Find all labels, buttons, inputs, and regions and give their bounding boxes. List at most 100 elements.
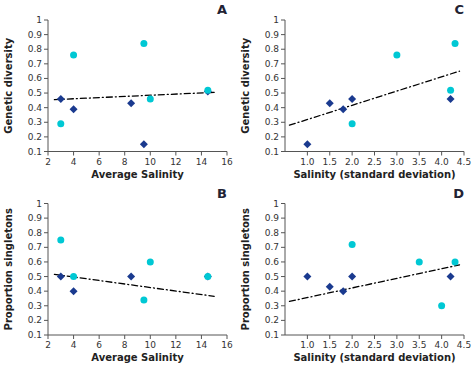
y-tick-label: 0.1 [265, 147, 279, 157]
x-tick-label: 4.5 [457, 340, 471, 350]
x-tick-label: 1.5 [323, 340, 337, 350]
x-tick [419, 152, 420, 156]
x-tick-label: 6 [96, 340, 102, 350]
circle-point [57, 120, 64, 127]
y-tick-label: 0.4 [265, 103, 280, 113]
diamond-point [57, 95, 65, 103]
y-axis-label: Proportion singletons [240, 208, 251, 330]
x-tick-label: 16 [221, 157, 233, 167]
y-tick [281, 20, 285, 21]
y-tick [281, 34, 285, 35]
y-tick [44, 218, 48, 219]
panel-label: A [217, 2, 227, 17]
x-tick [227, 335, 228, 339]
circle-point [438, 302, 445, 309]
y-tick [281, 122, 285, 123]
circle-point [204, 273, 211, 280]
x-tick-label: 2.5 [367, 157, 381, 167]
x-tick [201, 335, 202, 339]
x-tick [374, 152, 375, 156]
plot-area [289, 241, 459, 309]
y-tick [44, 335, 48, 336]
x-tick-label: 8 [122, 157, 128, 167]
y-tick [44, 78, 48, 79]
x-tick-label: 3.0 [390, 340, 405, 350]
y-axis-label: Genetic diversity [240, 37, 251, 133]
y-tick-label: 0.2 [265, 132, 279, 142]
diamond-point [70, 287, 78, 295]
x-tick [441, 152, 442, 156]
y-tick [44, 320, 48, 321]
y-tick-label: 0.6 [265, 73, 280, 83]
y-tick-label: 0.4 [265, 286, 280, 296]
circle-point [147, 258, 154, 265]
x-tick [329, 152, 330, 156]
y-tick [44, 20, 48, 21]
diamond-point [447, 273, 455, 281]
y-tick-label: 0.9 [265, 213, 280, 223]
y-tick [281, 93, 285, 94]
circle-point [416, 258, 423, 265]
diamond-point [140, 140, 148, 148]
diamond-point [348, 95, 356, 103]
y-axis-label: Proportion singletons [3, 208, 14, 330]
x-tick-label: 6 [96, 157, 102, 167]
y-tick [281, 261, 285, 262]
y-tick [281, 203, 285, 204]
y-tick [44, 107, 48, 108]
y-tick-label: 0.7 [265, 242, 279, 252]
y-tick-label: 1 [36, 199, 42, 209]
plot-area [54, 237, 214, 304]
y-tick [281, 291, 285, 292]
y-tick [281, 107, 285, 108]
diamond-point [57, 273, 65, 281]
diamond-point [204, 273, 212, 281]
x-tick [352, 152, 353, 156]
diamond-point [70, 105, 78, 113]
y-tick-label: 0.8 [265, 228, 280, 238]
x-tick [227, 152, 228, 156]
y-tick-label: 0.6 [28, 257, 43, 267]
y-tick [44, 49, 48, 50]
circle-point [452, 258, 459, 265]
plot-area [54, 40, 214, 148]
x-tick [150, 152, 151, 156]
y-tick-label: 0.2 [28, 315, 42, 325]
x-axis-line [48, 151, 227, 152]
y-tick [281, 276, 285, 277]
x-tick [441, 335, 442, 339]
circle-point [393, 52, 400, 59]
x-tick [352, 335, 353, 339]
x-tick-label: 4.5 [457, 157, 471, 167]
y-tick-label: 0.5 [265, 272, 279, 282]
x-axis-label: Salinity (standard deviation) [293, 169, 455, 180]
circle-point [70, 273, 77, 280]
x-tick [307, 335, 308, 339]
y-tick-label: 0.1 [265, 330, 279, 340]
y-tick [281, 232, 285, 233]
diamond-point [204, 88, 212, 96]
x-tick-label: 12 [170, 340, 181, 350]
y-axis-line [285, 20, 286, 152]
y-tick-label: 0.5 [28, 272, 42, 282]
x-tick-label: 1.5 [323, 157, 337, 167]
x-tick [48, 152, 49, 156]
y-tick-label: 0.1 [28, 147, 42, 157]
panel: 2468101214160.10.20.30.40.50.60.70.80.91… [3, 2, 233, 180]
y-tick [44, 276, 48, 277]
y-tick-label: 0.7 [28, 59, 42, 69]
y-tick-label: 1 [36, 15, 42, 25]
x-tick-label: 16 [221, 340, 233, 350]
y-tick [44, 305, 48, 306]
y-tick [44, 151, 48, 152]
y-tick-label: 1 [273, 15, 279, 25]
circle-point [57, 237, 64, 244]
x-tick [73, 335, 74, 339]
x-axis-line [48, 335, 227, 336]
x-tick [329, 335, 330, 339]
y-tick [44, 247, 48, 248]
circle-point [140, 40, 147, 47]
y-tick [44, 63, 48, 64]
panel-label: C [454, 2, 464, 17]
y-tick [281, 218, 285, 219]
